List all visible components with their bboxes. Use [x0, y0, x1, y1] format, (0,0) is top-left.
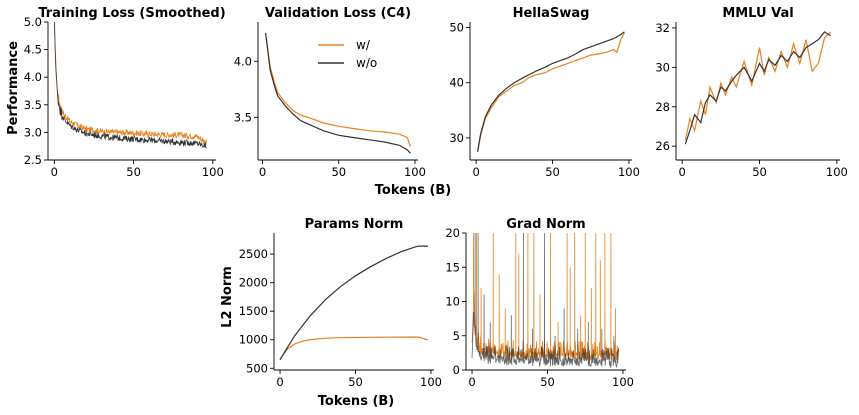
grad-norm-x-tick-label: 100	[612, 375, 634, 389]
grad-norm-series-w	[471, 233, 619, 361]
mmlu-series-wo	[684, 31, 832, 145]
params-norm-plot-area	[279, 245, 429, 361]
grad-norm-title: Grad Norm	[506, 217, 585, 232]
params-norm-x-tick-label: 50	[348, 375, 363, 389]
legend-label-w: w/	[356, 38, 371, 52]
validation-loss-series-w	[265, 33, 411, 147]
grad-norm-y-tick-label: 10	[445, 295, 460, 309]
legend-label-wo: w/o	[356, 56, 377, 70]
validation-loss-y-tick-label: 4.0	[234, 54, 252, 68]
validation-loss-x-tick-label: 100	[404, 165, 426, 179]
mmlu-title: MMLU Val	[722, 6, 793, 21]
mmlu-y-tick-label: 26	[655, 139, 670, 153]
mmlu-x-tick-label: 0	[679, 165, 686, 179]
validation-loss-title: Validation Loss (C4)	[265, 6, 411, 21]
params-norm-x-tick-label: 100	[420, 375, 442, 389]
params-norm-y-tick-label: 500	[246, 361, 268, 375]
panel-params-norm: 0 50 100 500 1000 1500 2000 2500 Params Norm	[239, 217, 442, 389]
params-norm-series-wo	[279, 245, 428, 361]
mmlu-plot-area	[684, 31, 832, 145]
shared-y-axis-label: Performance	[6, 41, 21, 135]
hellaswag-title: HellaSwag	[513, 6, 590, 21]
training-loss-series-w	[54, 22, 207, 146]
validation-loss-x-tick-label: 50	[331, 165, 346, 179]
training-loss-x-tick-label: 0	[51, 165, 58, 179]
hellaswag-x-tick-label: 100	[618, 165, 640, 179]
training-loss-x-tick-label: 100	[202, 165, 224, 179]
grad-norm-series-wo	[471, 233, 619, 369]
mmlu-x-tick-label: 100	[826, 165, 848, 179]
panel-hellaswag: 0 50 100 30 40 50 HellaSwag	[449, 6, 640, 179]
training-loss-plot-area	[54, 22, 207, 149]
grad-norm-y-tick-label: 0	[453, 363, 460, 377]
mmlu-series-w	[684, 31, 832, 141]
params-y-axis-label: L2 Norm	[220, 266, 235, 328]
params-norm-x-tick-label: 0	[276, 375, 283, 389]
training-loss-x-tick-label: 50	[126, 165, 141, 179]
training-loss-series-wo	[54, 22, 207, 149]
params-x-axis-label: Tokens (B)	[318, 394, 395, 409]
training-loss-y-tick-label: 2.5	[24, 153, 42, 167]
training-loss-y-tick-label: 5.0	[24, 15, 42, 29]
shared-x-axis-label: Tokens (B)	[375, 183, 452, 198]
grad-norm-plot-area	[471, 233, 619, 369]
params-norm-y-tick-label: 1000	[239, 333, 268, 347]
mmlu-y-tick-label: 32	[655, 21, 670, 35]
hellaswag-series-wo	[477, 31, 625, 152]
legend: w/ w/o	[318, 38, 377, 70]
mmlu-y-tick-label: 28	[655, 100, 670, 114]
hellaswag-x-tick-label: 50	[545, 165, 560, 179]
training-loss-y-tick-label: 3.5	[24, 98, 42, 112]
training-loss-y-tick-label: 3.0	[24, 125, 42, 139]
hellaswag-series-w	[477, 32, 625, 152]
grad-norm-y-tick-label: 5	[453, 329, 460, 343]
training-loss-title: Training Loss (Smoothed)	[38, 6, 225, 21]
params-norm-y-tick-label: 2000	[239, 276, 268, 290]
hellaswag-plot-area	[477, 31, 625, 152]
params-norm-y-tick-label: 1500	[239, 304, 268, 318]
mmlu-x-tick-label: 50	[752, 165, 767, 179]
params-norm-series-w	[279, 336, 429, 361]
grad-norm-y-tick-label: 20	[445, 226, 460, 240]
validation-loss-plot-area	[265, 33, 411, 154]
hellaswag-y-tick-label: 50	[449, 21, 464, 35]
training-loss-y-tick-label: 4.5	[24, 43, 42, 57]
panel-mmlu: 0 50 100 26 28 30 32 MMLU Val	[655, 6, 848, 179]
mmlu-y-tick-label: 30	[655, 60, 670, 74]
training-loss-y-tick-label: 4.0	[24, 70, 42, 84]
grad-norm-x-tick-label: 0	[468, 375, 475, 389]
validation-loss-series-wo	[265, 33, 411, 154]
hellaswag-y-tick-label: 40	[449, 76, 464, 90]
grad-norm-x-tick-label: 50	[540, 375, 555, 389]
validation-loss-y-tick-label: 3.5	[234, 110, 252, 124]
grad-norm-y-tick-label: 15	[445, 260, 460, 274]
params-norm-title: Params Norm	[305, 217, 404, 232]
panel-validation-loss: 0 50 100 3.5 4.0 Validation Loss (C4)	[234, 6, 426, 179]
panel-grad-norm: 0 50 100 0 5 10 15 20 Grad Norm	[445, 217, 634, 389]
hellaswag-y-tick-label: 30	[449, 131, 464, 145]
hellaswag-x-tick-label: 0	[472, 165, 479, 179]
validation-loss-x-tick-label: 0	[259, 165, 266, 179]
params-norm-y-tick-label: 2500	[239, 247, 268, 261]
